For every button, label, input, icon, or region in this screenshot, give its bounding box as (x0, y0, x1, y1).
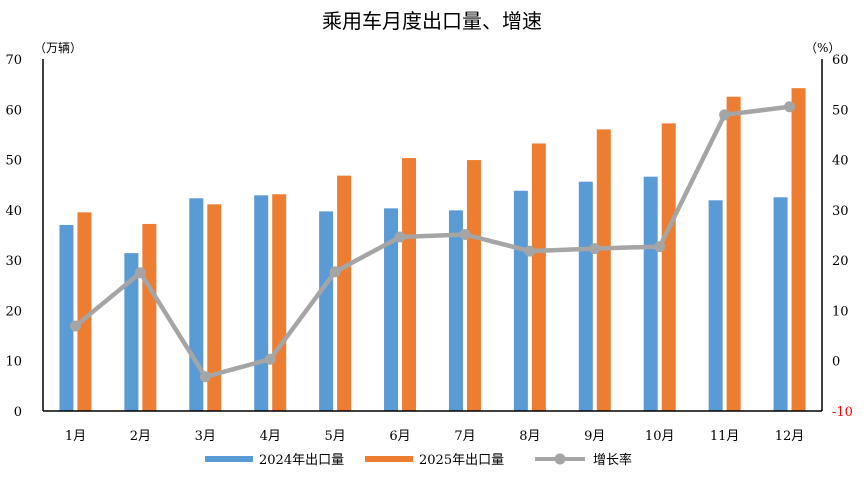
x-tick-label: 6月 (389, 429, 410, 444)
x-tick-label: 3月 (195, 429, 216, 444)
bar-2024-9 (578, 181, 593, 411)
x-tick-label: 5月 (324, 429, 345, 444)
growth-rate-point-5 (329, 266, 341, 278)
left-axis-unit: （万辆） (34, 41, 82, 55)
x-tick-label: 11月 (710, 429, 740, 444)
bar-2024-1 (59, 224, 74, 411)
growth-rate-point-8 (524, 245, 536, 257)
growth-rate-point-2 (134, 267, 146, 279)
growth-rate-point-4 (264, 353, 276, 365)
left-tick-label: 10 (5, 355, 22, 370)
right-tick-label: -10 (832, 405, 853, 420)
x-tick-label: 12月 (775, 429, 805, 444)
bar-2025-2 (142, 223, 157, 411)
x-tick-label: 4月 (260, 429, 281, 444)
growth-rate-point-3 (199, 371, 211, 383)
legend-label: 2024年出口量 (259, 453, 344, 468)
right-tick-label: 0 (832, 355, 840, 370)
chart-title: 乘用车月度出口量、增速 (322, 9, 542, 33)
left-tick-label: 40 (5, 204, 22, 219)
legend-label: 2025年出口量 (419, 453, 504, 468)
bar-2025-5 (337, 175, 352, 411)
left-tick-label: 50 (5, 154, 22, 169)
bar-2024-11 (708, 200, 723, 411)
right-axis-unit: （%） (805, 41, 840, 55)
bar-2025-12 (791, 88, 806, 411)
growth-rate-point-6 (394, 231, 406, 243)
bar-2025-8 (531, 143, 546, 412)
bar-2025-1 (77, 212, 92, 411)
bar-2024-7 (448, 210, 463, 411)
growth-rate-point-1 (69, 320, 81, 332)
right-tick-label: 50 (832, 103, 849, 118)
left-tick-label: 60 (5, 103, 22, 118)
growth-rate-point-10 (654, 241, 666, 253)
right-tick-label: 60 (832, 53, 849, 68)
legend: 2024年出口量 2025年出口量 增长率 (205, 452, 632, 468)
x-tick-label: 2月 (130, 429, 151, 444)
bar-2025-7 (466, 160, 481, 411)
bar-2025-4 (272, 194, 287, 411)
legend-marker (554, 453, 566, 465)
growth-rate-point-12 (784, 101, 796, 113)
bar-2024-2 (124, 253, 139, 411)
left-tick-label: 20 (5, 304, 22, 319)
x-tick-label: 10月 (645, 429, 675, 444)
growth-rate-point-9 (589, 243, 601, 255)
bar-2025-11 (726, 96, 741, 411)
bar-2024-6 (384, 208, 399, 411)
growth-rate-point-11 (719, 109, 731, 121)
bar-2024-12 (773, 197, 788, 411)
bar-2024-5 (319, 211, 334, 411)
x-tick-label: 9月 (584, 429, 605, 444)
bar-2025-6 (402, 158, 417, 411)
x-tick-label: 8月 (519, 429, 540, 444)
left-tick-label: 30 (5, 254, 22, 269)
bar-2025-9 (596, 129, 611, 411)
bar-2024-4 (254, 195, 269, 411)
right-tick-label: 20 (832, 254, 849, 269)
right-tick-label: 10 (832, 304, 849, 319)
x-tick-label: 1月 (65, 429, 86, 444)
right-tick-label: 40 (832, 154, 849, 169)
legend-swatch (365, 456, 413, 462)
bar-2024-10 (643, 176, 658, 411)
legend-swatch (205, 456, 253, 462)
x-tick-label: 7月 (454, 429, 475, 444)
bar-2024-8 (513, 190, 528, 411)
left-tick-label: 0 (14, 405, 22, 420)
right-tick-label: 30 (832, 204, 849, 219)
legend-label: 增长率 (593, 452, 632, 468)
growth-rate-point-7 (459, 228, 471, 240)
bar-2025-3 (207, 204, 222, 411)
bar-2025-10 (661, 123, 676, 411)
left-tick-label: 70 (5, 53, 22, 68)
growth-rate-line (74, 104, 790, 380)
